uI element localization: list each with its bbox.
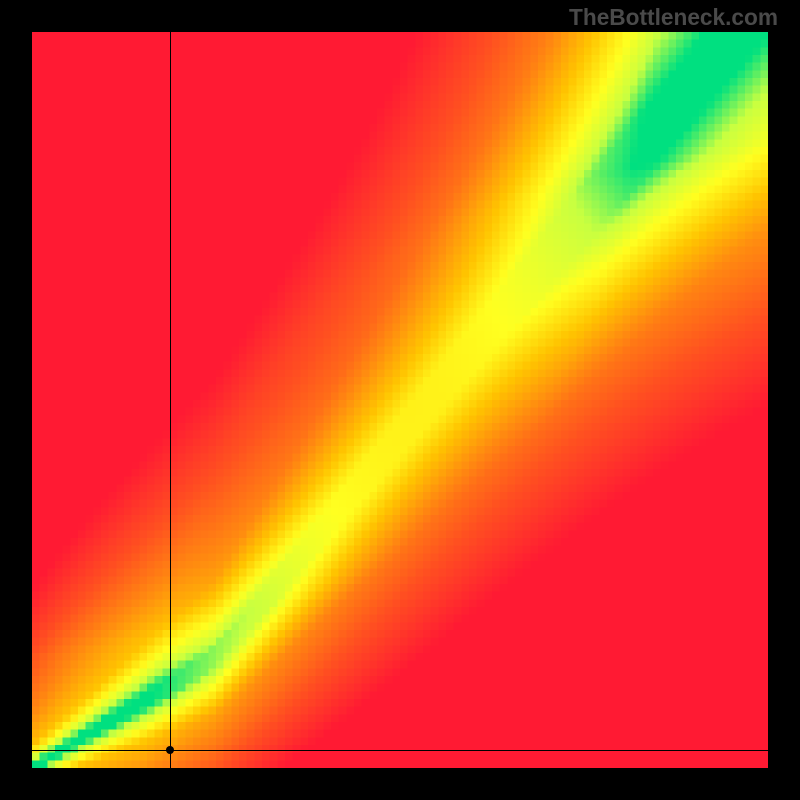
heatmap-canvas (32, 32, 768, 768)
plot-area (32, 32, 768, 768)
attribution-text: TheBottleneck.com (569, 4, 778, 31)
chart-frame: TheBottleneck.com (0, 0, 800, 800)
